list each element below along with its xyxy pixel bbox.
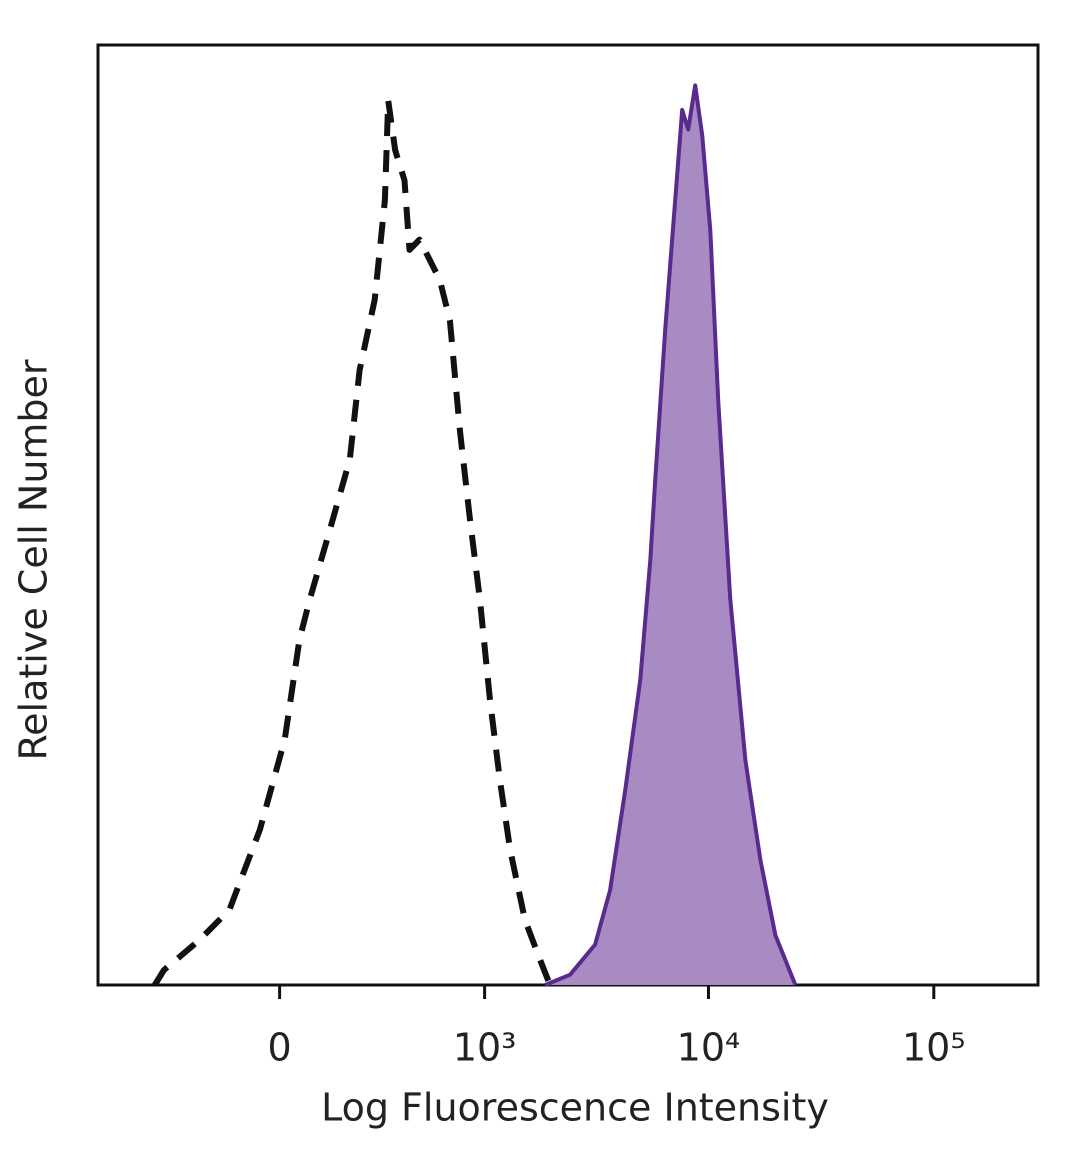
histogram-line	[544, 83, 798, 987]
histogram-area	[545, 85, 796, 985]
x-tick-label: 10³	[453, 1026, 517, 1070]
x-axis-label: Log Fluorescence Intensity	[321, 1086, 829, 1130]
x-tick-label: 10⁵	[902, 1026, 966, 1070]
histogram-line	[152, 97, 553, 987]
y-axis-label: Relative Cell Number	[12, 359, 56, 760]
x-tick-label: 0	[268, 1026, 292, 1070]
plot-frame	[96, 43, 1040, 987]
x-tick-label: 10⁴	[677, 1026, 741, 1070]
